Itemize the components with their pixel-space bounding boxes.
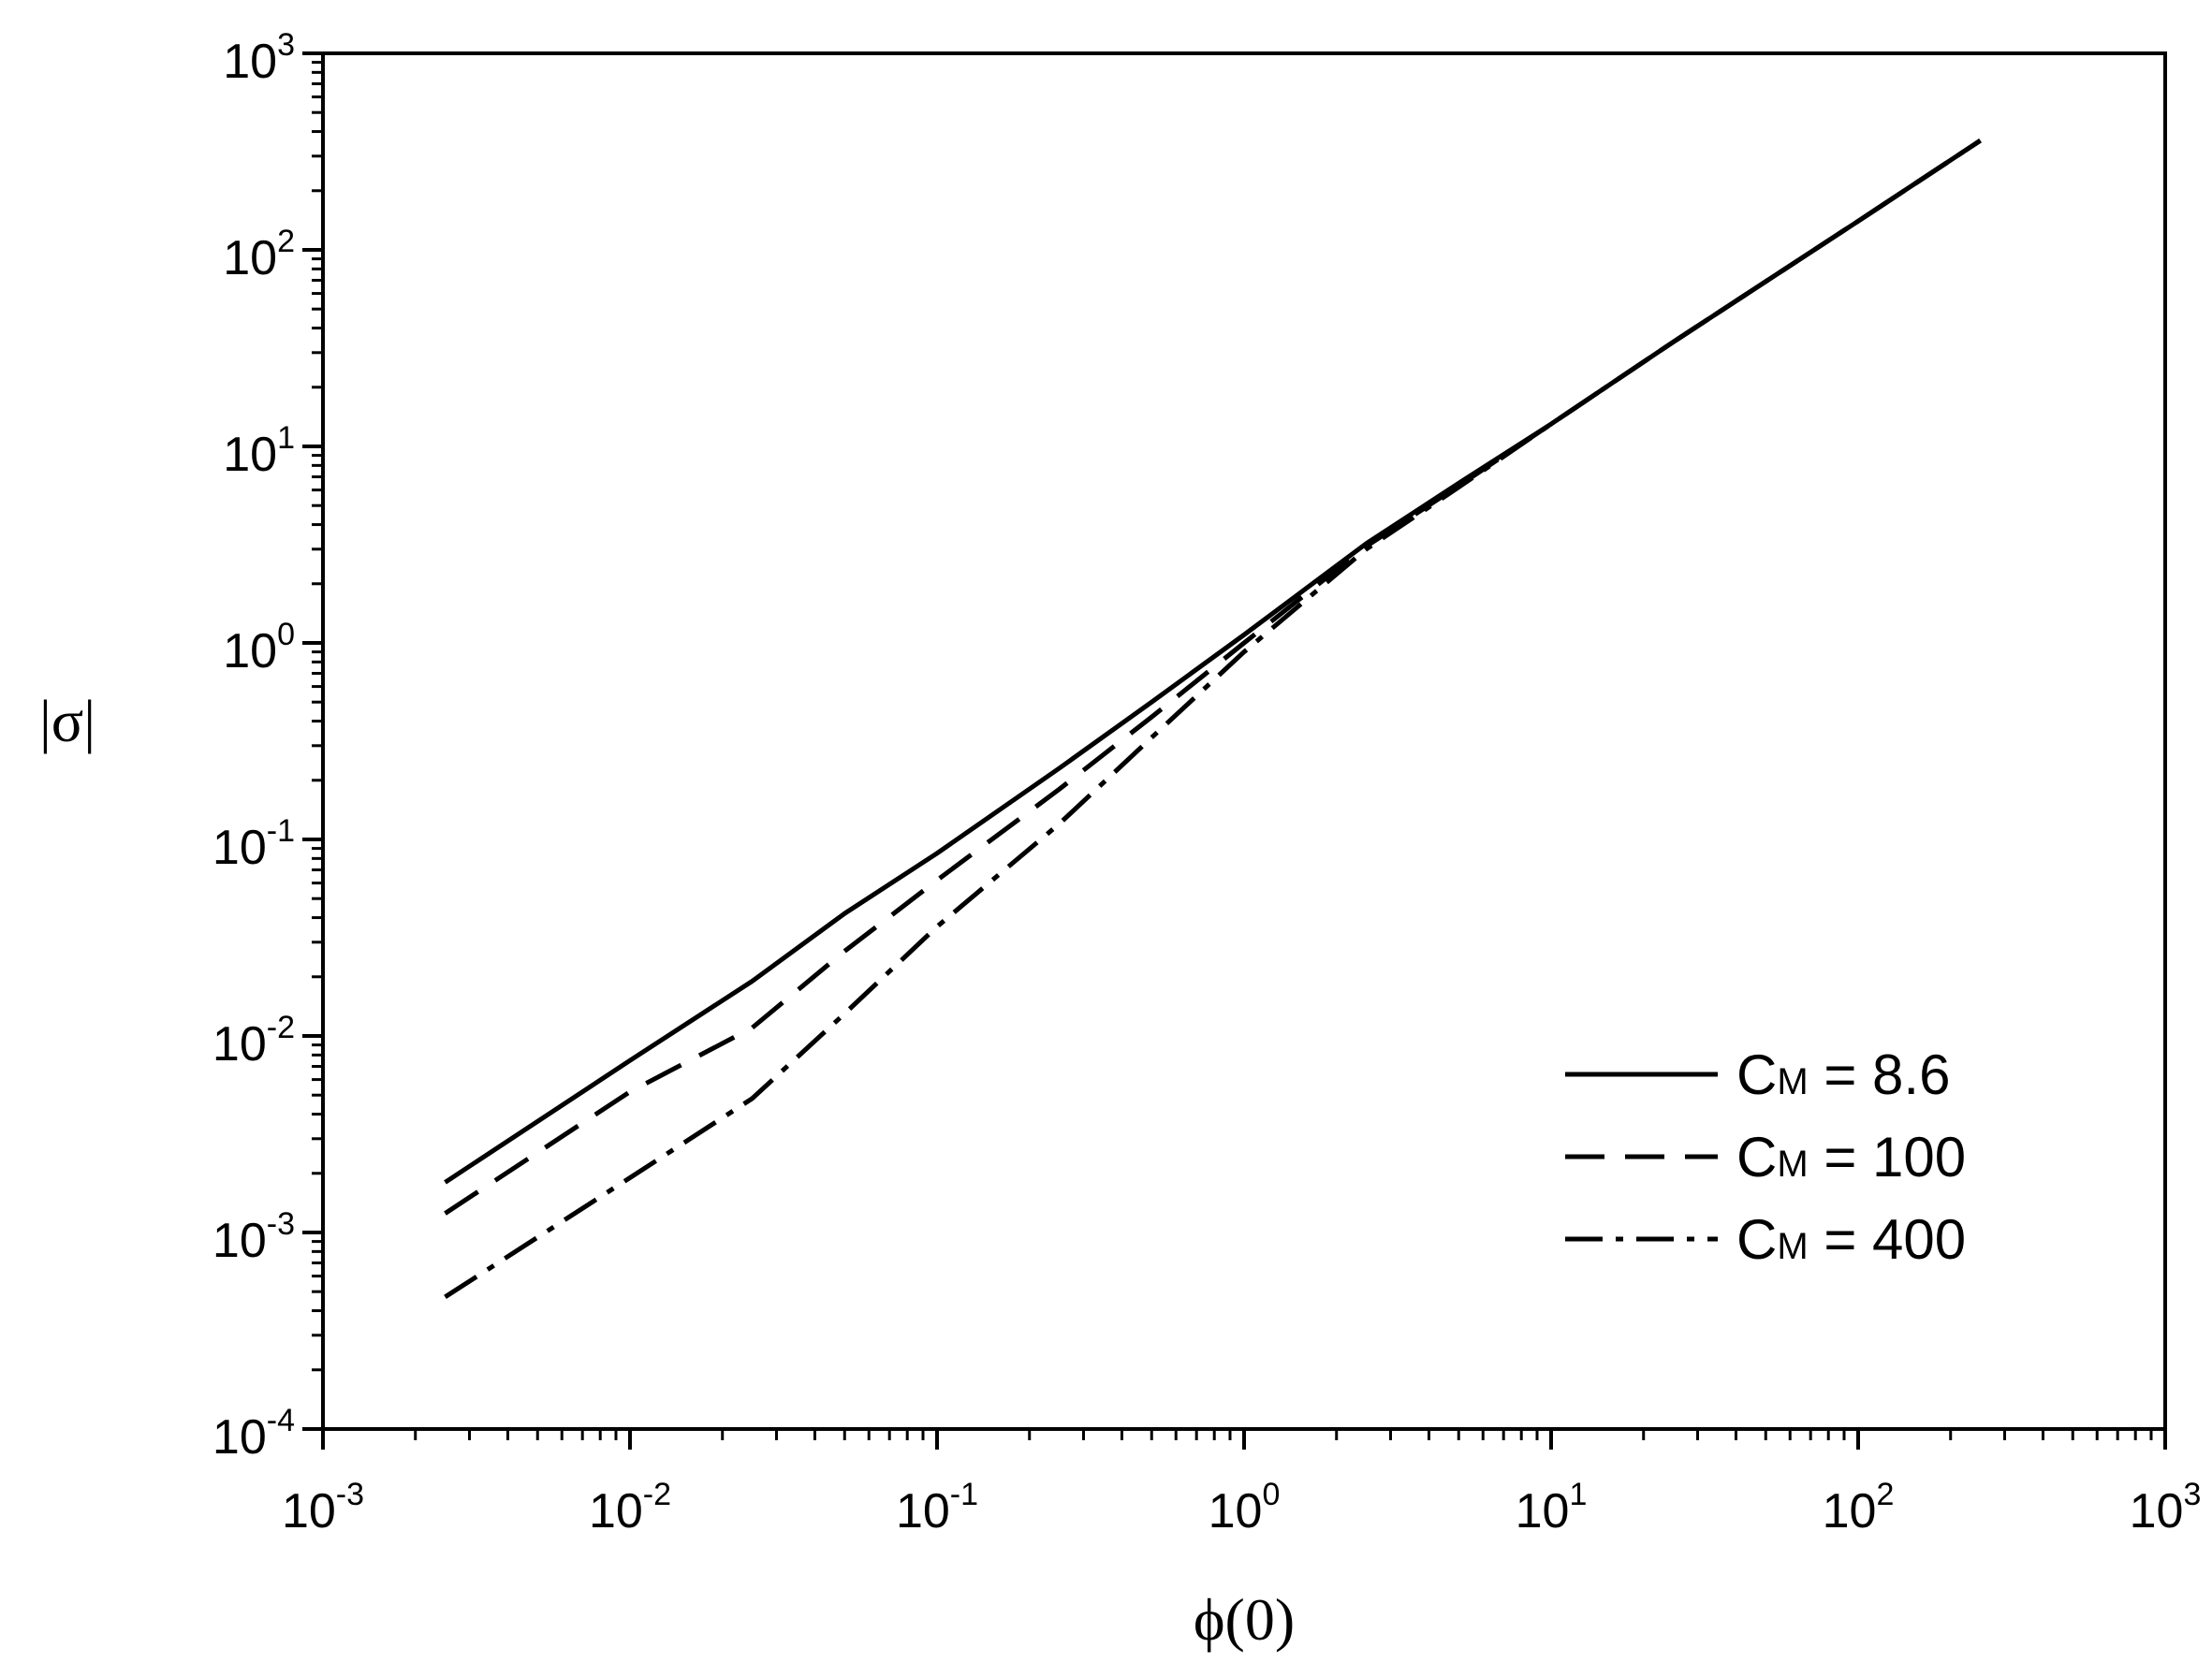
x-tick-label: 10-3 [282, 1477, 364, 1538]
legend-label-0: CM = 8.6 [1736, 1043, 1950, 1106]
y-tick-label: 10-3 [212, 1206, 295, 1268]
x-tick-label: 100 [1209, 1477, 1281, 1538]
y-tick-label: 102 [223, 224, 295, 285]
x-tick-label: 10-2 [589, 1477, 671, 1538]
x-axis-title: ϕ(0) [1194, 1586, 1295, 1653]
y-tick-label: 10-2 [212, 1010, 295, 1072]
y-tick-label: 10-1 [212, 813, 295, 875]
y-tick-label: 100 [223, 617, 295, 678]
legend-label-2: CM = 400 [1736, 1208, 1966, 1271]
series-line-2 [444, 139, 1982, 1300]
x-tick-label: 103 [2130, 1477, 2202, 1538]
series-line-1 [444, 139, 1982, 1216]
x-tick-label: 10-1 [896, 1477, 978, 1538]
x-tick-label: 102 [1823, 1477, 1895, 1538]
series-line-0 [444, 139, 1982, 1185]
y-tick-label: 103 [223, 27, 295, 89]
legend-label-1: CM = 100 [1736, 1126, 1966, 1188]
x-tick-label: 101 [1516, 1477, 1588, 1538]
y-tick-label: 10-4 [212, 1403, 295, 1465]
y-tick-label: 101 [223, 420, 295, 482]
y-axis-title: |σ| [39, 688, 95, 754]
